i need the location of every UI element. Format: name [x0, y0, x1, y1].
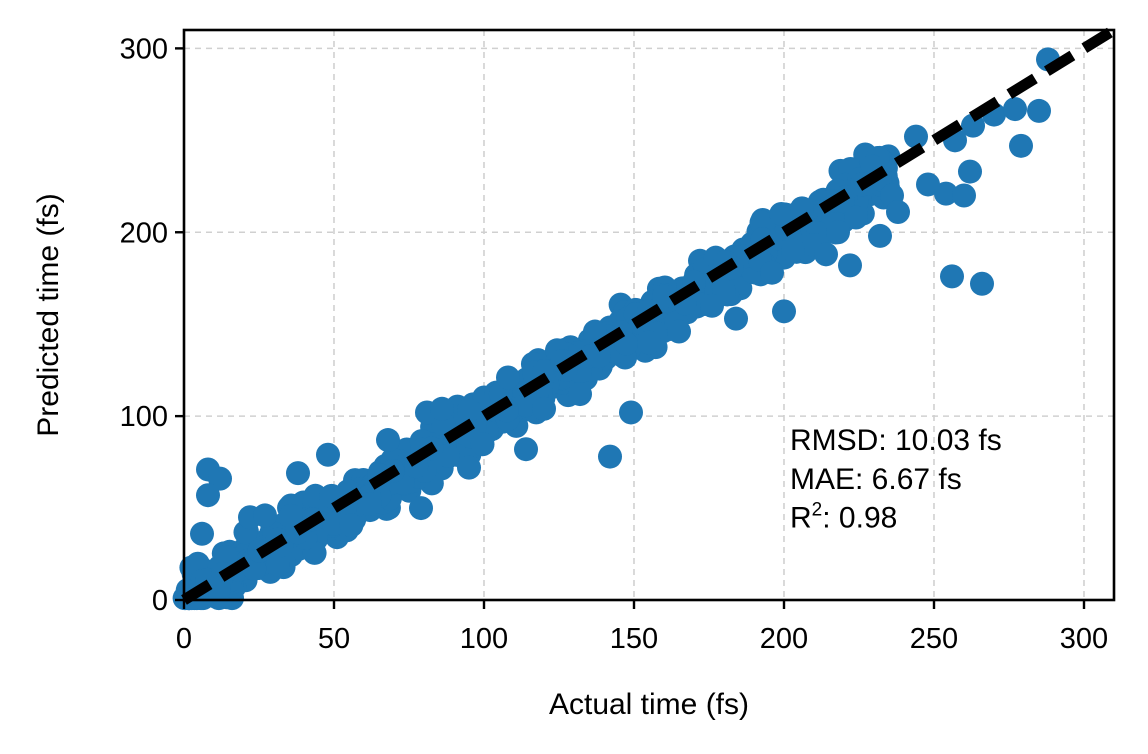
axis-ticks: 0 50 100 150 200 250 300 0 100 200 300	[120, 33, 1109, 655]
data-point	[457, 398, 481, 423]
x-axis-label: Actual time (fs)	[549, 688, 749, 721]
y-tick-label: 0	[152, 585, 168, 617]
data-point	[568, 382, 592, 407]
y-tick-label: 200	[120, 217, 168, 249]
x-tick-label: 50	[318, 623, 350, 655]
data-point	[652, 284, 676, 309]
x-tick-label: 300	[1060, 623, 1108, 655]
data-point	[496, 365, 520, 390]
data-point	[772, 299, 796, 324]
data-point	[206, 576, 231, 601]
data-point	[514, 393, 539, 418]
data-point	[637, 330, 661, 355]
data-point	[409, 496, 433, 521]
rmsd-annotation: RMSD: 10.03 fs	[790, 424, 1002, 457]
data-point	[838, 253, 862, 278]
data-points	[172, 47, 1060, 611]
data-point	[587, 344, 612, 369]
y-tick-label: 300	[120, 33, 168, 65]
data-point	[265, 552, 290, 577]
x-tick-label: 250	[910, 623, 958, 655]
data-point	[781, 238, 805, 263]
data-point	[961, 113, 985, 138]
data-point	[598, 444, 622, 469]
x-tick-label: 100	[460, 623, 508, 655]
data-point	[940, 264, 964, 289]
x-tick-label: 200	[760, 623, 808, 655]
metrics-annotation: RMSD: 10.03 fs MAE: 6.67 fs R2: 0.98	[790, 424, 1002, 534]
mae-annotation: MAE: 6.67 fs	[790, 463, 962, 496]
data-point	[970, 271, 994, 296]
data-point	[1027, 98, 1051, 123]
data-point	[760, 260, 784, 285]
data-point	[470, 432, 495, 457]
y-tick-label: 100	[120, 401, 168, 433]
r2-annotation: R2: 0.98	[790, 499, 897, 534]
data-point	[316, 442, 340, 467]
data-point	[904, 124, 928, 149]
data-point	[339, 513, 364, 538]
data-point	[430, 396, 454, 421]
data-point	[619, 400, 643, 425]
data-point	[532, 396, 556, 421]
r2-superscript: 2	[812, 499, 823, 520]
data-point	[196, 483, 220, 508]
data-point	[868, 223, 892, 248]
data-point	[952, 183, 976, 208]
x-tick-label: 0	[176, 623, 192, 655]
data-point	[844, 205, 868, 230]
data-point	[321, 511, 346, 536]
data-point	[814, 242, 838, 267]
x-tick-label: 150	[610, 623, 658, 655]
data-point	[514, 437, 538, 462]
data-point	[457, 455, 481, 480]
plot-frame	[182, 28, 1116, 602]
identity-reference-line	[181, 25, 1117, 605]
data-point	[583, 319, 607, 344]
grid	[184, 30, 1114, 600]
data-point	[1009, 133, 1033, 158]
data-point	[253, 503, 277, 528]
data-point	[700, 293, 724, 318]
data-point	[769, 201, 794, 226]
data-point	[208, 466, 232, 491]
data-point	[724, 306, 748, 331]
data-point	[667, 319, 691, 344]
data-point	[826, 220, 850, 245]
data-point	[357, 491, 382, 516]
data-point	[190, 521, 214, 546]
data-point	[286, 461, 310, 486]
data-point	[934, 181, 958, 206]
data-point	[958, 159, 982, 184]
data-point	[886, 200, 910, 225]
y-axis-label: Predicted time (fs)	[32, 193, 65, 436]
data-point	[916, 172, 940, 197]
r2-value: : 0.98	[822, 501, 897, 534]
data-point	[1003, 97, 1027, 122]
data-point	[376, 428, 400, 453]
r2-prefix: R	[790, 501, 812, 534]
